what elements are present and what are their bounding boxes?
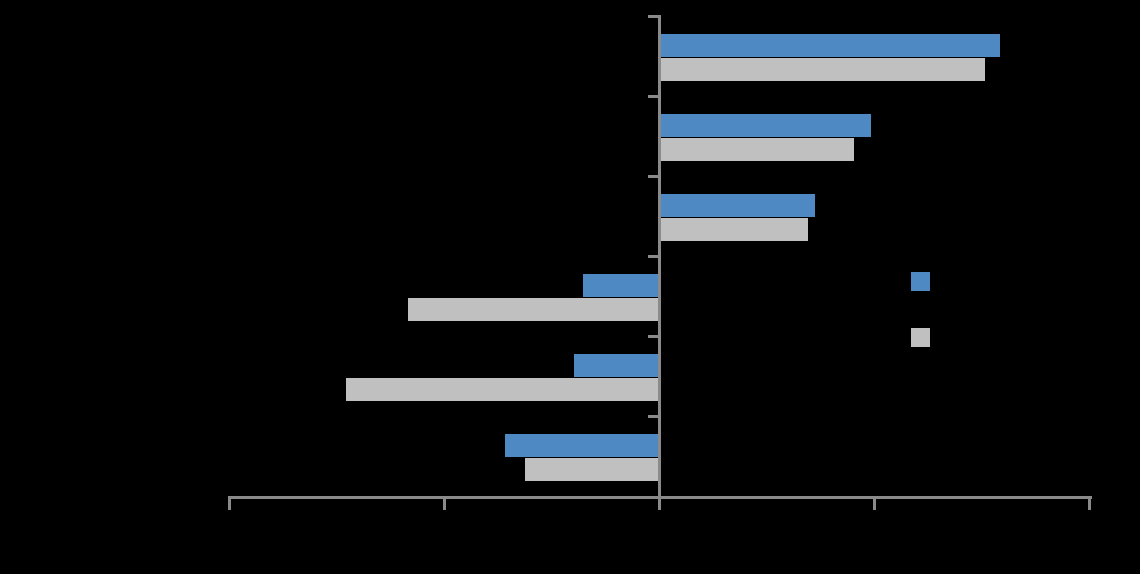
bar-series1-cat1 (660, 34, 1000, 57)
category-axis-line (658, 15, 661, 499)
category-axis-tick (648, 15, 658, 18)
bar-series2-cat2 (660, 138, 854, 161)
value-axis-tick (228, 499, 231, 510)
legend-swatch-series1 (911, 272, 930, 291)
value-axis-line (228, 496, 1092, 499)
bar-series1-cat3 (660, 194, 815, 217)
value-axis-tick (443, 499, 446, 510)
value-axis-tick (873, 499, 876, 510)
bar-series2-cat5 (346, 378, 660, 401)
value-axis-tick (1088, 499, 1091, 510)
bar-series1-cat2 (660, 114, 871, 137)
bar-series1-cat4 (582, 274, 660, 297)
category-axis-tick (648, 335, 658, 338)
bar-series2-cat1 (660, 58, 985, 81)
category-axis-tick (648, 255, 658, 258)
bar-series2-cat3 (660, 218, 809, 241)
bar-series1-cat6 (505, 434, 660, 457)
legend-swatch-series2 (911, 328, 930, 347)
value-axis-tick (658, 499, 661, 510)
category-axis-tick (648, 95, 658, 98)
bar-series1-cat5 (574, 354, 660, 377)
bar-series2-cat6 (524, 458, 660, 481)
category-axis-tick (648, 175, 658, 178)
bar-series2-cat4 (408, 298, 660, 321)
category-axis-tick (648, 415, 658, 418)
